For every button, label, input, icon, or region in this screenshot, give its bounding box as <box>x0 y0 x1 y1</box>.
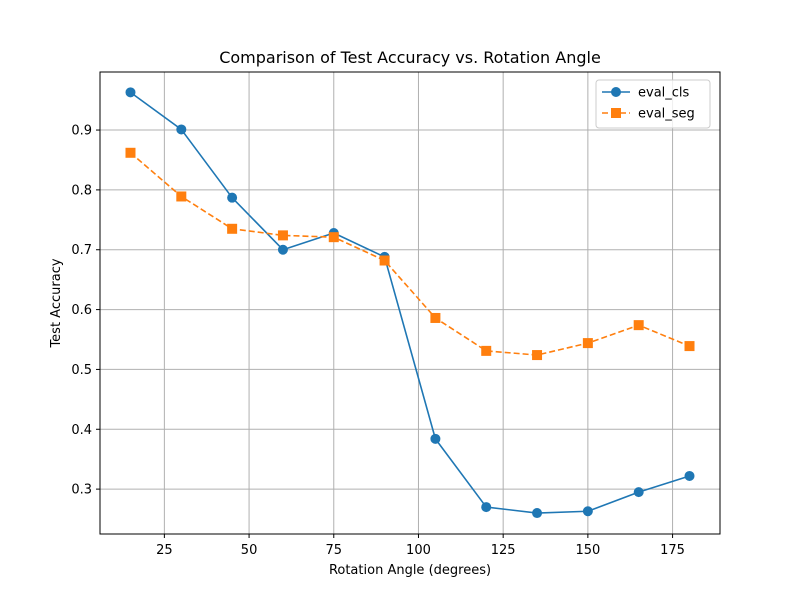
y-tick-label: 0.9 <box>71 124 92 139</box>
x-axis-label: Rotation Angle (degrees) <box>329 563 491 578</box>
data-point-eval_cls <box>582 506 593 517</box>
x-tick-label: 50 <box>241 543 258 558</box>
axis-ticks: 25 50 75 100 125 150 175 0.3 0.4 0.5 0.6 0.7 0.8 0.9 <box>71 124 685 558</box>
data-point-eval_seg <box>582 338 593 349</box>
data-point-eval_seg <box>379 255 390 266</box>
data-point-eval_seg <box>684 341 695 352</box>
series-eval_seg <box>125 147 695 361</box>
data-point-eval_cls <box>684 470 695 481</box>
grid <box>100 72 720 534</box>
data-point-eval_cls <box>532 508 543 519</box>
y-tick-label: 0.8 <box>71 183 92 198</box>
data-point-eval_cls <box>277 244 288 255</box>
data-point-eval_seg <box>532 350 543 361</box>
x-tick-label: 150 <box>575 543 600 558</box>
legend-label: eval_seg <box>638 107 695 122</box>
data-point-eval_seg <box>328 232 339 243</box>
y-tick-label: 0.5 <box>71 363 92 378</box>
data-point-eval_seg <box>430 312 441 323</box>
legend-entry-eval_seg: eval_seg <box>602 107 695 122</box>
legend: eval_cls eval_seg <box>595 79 711 129</box>
legend-label: eval_cls <box>638 86 690 101</box>
data-point-eval_seg <box>176 191 187 202</box>
data-point-eval_cls <box>430 433 441 444</box>
plot-frame <box>99 71 721 535</box>
x-tick-label: 25 <box>156 543 173 558</box>
data-point-eval_cls <box>481 502 492 513</box>
data-point-eval_cls <box>176 124 187 135</box>
y-axis-label: Test Accuracy <box>49 258 64 348</box>
legend-swatch-marker <box>611 87 621 97</box>
y-tick-label: 0.3 <box>71 483 92 498</box>
plot-series <box>125 87 695 519</box>
data-point-eval_cls <box>227 192 238 203</box>
x-tick-label: 175 <box>660 543 685 558</box>
data-point-eval_cls <box>633 487 644 498</box>
y-tick-label: 0.7 <box>71 243 92 258</box>
series-line-eval_seg <box>129 152 690 356</box>
data-point-eval_seg <box>481 345 492 356</box>
legend-swatch-marker <box>611 108 621 118</box>
chart-title: Comparison of Test Accuracy vs. Rotation… <box>219 48 601 67</box>
x-tick-label: 75 <box>325 543 342 558</box>
legend-entry-eval_cls: eval_cls <box>602 86 690 101</box>
data-point-eval_seg <box>227 223 238 234</box>
data-point-eval_seg <box>277 230 288 241</box>
x-tick-label: 125 <box>491 543 516 558</box>
data-point-eval_seg <box>125 147 136 158</box>
y-tick-label: 0.6 <box>71 303 92 318</box>
series-line-eval_cls <box>130 91 690 514</box>
y-tick-label: 0.4 <box>71 423 92 438</box>
data-point-eval_cls <box>125 87 136 98</box>
data-point-eval_seg <box>633 320 644 331</box>
x-tick-label: 100 <box>406 543 431 558</box>
